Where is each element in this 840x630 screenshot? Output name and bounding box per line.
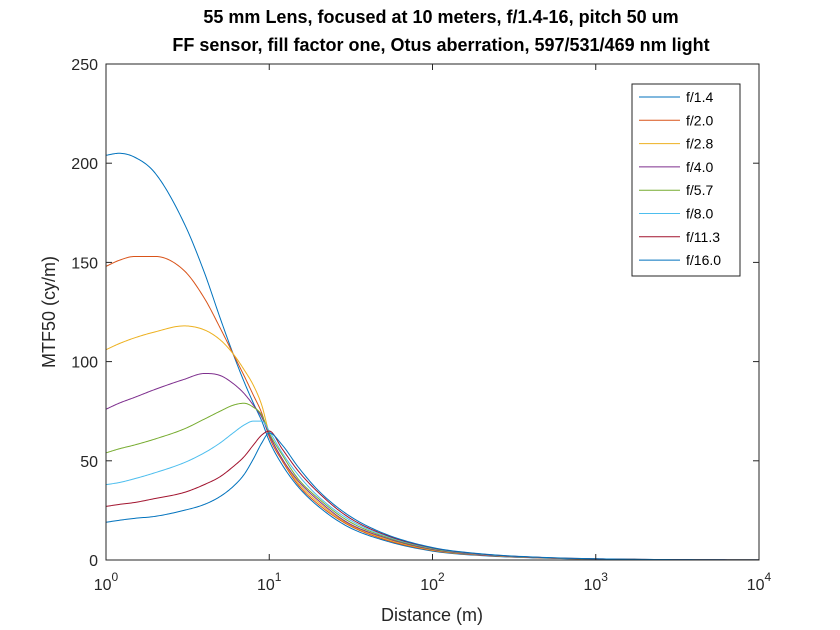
x-tick-label: 101 — [257, 570, 282, 594]
x-tick-label: 103 — [584, 570, 609, 594]
legend-label: f/1.4 — [686, 89, 713, 105]
legend-label: f/2.0 — [686, 112, 713, 128]
x-tick-exponent: 1 — [275, 570, 282, 584]
x-tick-base: 10 — [584, 577, 602, 594]
x-tick-exponent: 2 — [438, 570, 445, 584]
series-line-7 — [105, 432, 760, 561]
x-tick-base: 10 — [747, 577, 765, 594]
x-tick-label: 102 — [420, 570, 445, 594]
x-tick-base: 10 — [94, 577, 112, 594]
x-tick-exponent: 3 — [601, 570, 608, 584]
legend-label: f/8.0 — [686, 206, 713, 222]
y-axis-label: MTF50 (cy/m) — [39, 256, 59, 368]
x-tick-base: 10 — [257, 577, 275, 594]
y-tick-label: 0 — [89, 553, 98, 570]
chart-title-line2: FF sensor, fill factor one, Otus aberrat… — [172, 35, 709, 55]
legend-label: f/11.3 — [686, 229, 720, 245]
y-tick-label: 150 — [71, 255, 98, 272]
y-tick-label: 250 — [71, 57, 98, 74]
x-axis-label: Distance (m) — [381, 605, 483, 625]
x-tick-label: 104 — [747, 570, 772, 594]
legend-label: f/16.0 — [686, 252, 721, 268]
legend-label: f/5.7 — [686, 182, 713, 198]
legend-label: f/2.8 — [686, 136, 713, 152]
legend-label: f/4.0 — [686, 159, 713, 175]
x-tick-exponent: 0 — [112, 570, 119, 584]
x-tick-base: 10 — [420, 577, 438, 594]
y-tick-label: 50 — [80, 454, 98, 471]
y-tick-label: 100 — [71, 355, 98, 372]
series-lines — [105, 152, 760, 561]
legend-items: f/1.4 f/2.0 f/2.8 f/4.0 f/5.7 f/8.0 f/11.3 f/16… — [639, 89, 721, 268]
x-tick-label: 100 — [94, 570, 119, 594]
y-tick-label: 200 — [71, 156, 98, 173]
chart-title-line1: 55 mm Lens, focused at 10 meters, f/1.4-… — [203, 7, 678, 27]
legend: f/1.4 f/2.0 f/2.8 f/4.0 f/5.7 f/8.0 f/11.3 f/16… — [631, 83, 741, 277]
legend-box — [631, 83, 741, 277]
x-tick-exponent: 4 — [765, 570, 772, 584]
